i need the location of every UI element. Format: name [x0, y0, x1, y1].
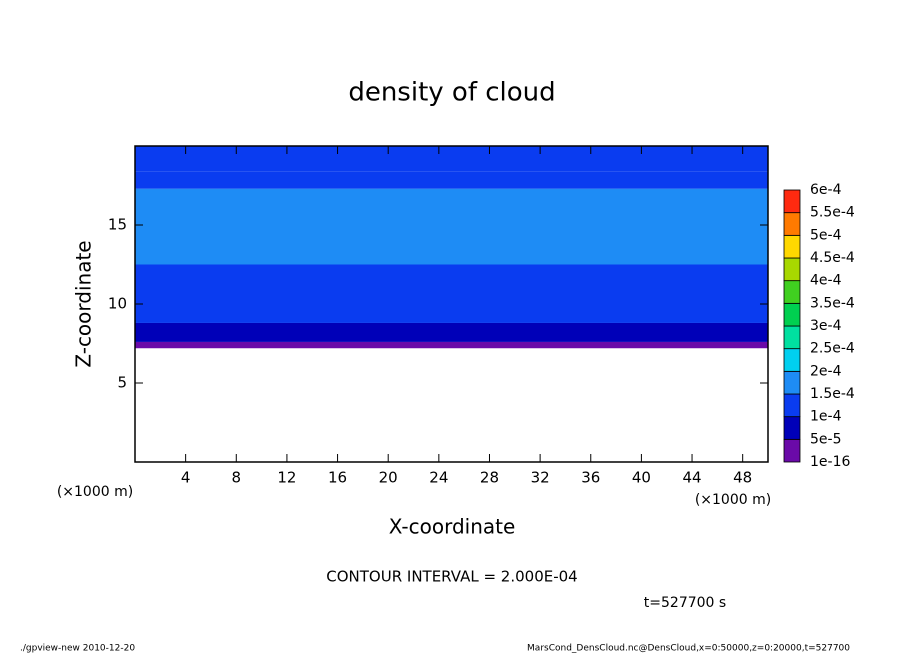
x-tick-label: 16: [328, 469, 347, 487]
contour-band: [135, 264, 768, 304]
x-tick-label: 44: [682, 469, 701, 487]
y-tick-label: 5: [117, 374, 127, 392]
x-tick-label: 24: [429, 469, 448, 487]
footer-left: ./gpview-new 2010-12-20: [20, 644, 135, 654]
colorbar-label: 4.5e-4: [810, 250, 855, 266]
colorbar-label: 5e-4: [810, 227, 842, 243]
colorbar-label: 5.5e-4: [810, 205, 855, 221]
x-tick-label: 12: [277, 469, 296, 487]
colorbar-box: [783, 234, 801, 259]
colorbar-box: [783, 257, 801, 282]
x-axis-label: X-coordinate: [389, 515, 516, 539]
colorbar-box: [783, 393, 801, 418]
colorbar-box: [783, 370, 801, 395]
colorbar-label: 3.5e-4: [810, 295, 855, 311]
x-tick-label: 8: [232, 469, 242, 487]
contour-band: [135, 146, 768, 172]
y-tick-label: 10: [108, 295, 127, 313]
colorbar-label: 1e-4: [810, 409, 842, 425]
colorbar-label: 3e-4: [810, 318, 842, 334]
colorbar-label: 5e-5: [810, 431, 841, 447]
colorbar-box: [783, 438, 801, 463]
colorbar-label: 1.5e-4: [810, 386, 855, 402]
x-unit-label: (×1000 m): [695, 492, 771, 508]
colorbar-label: 4e-4: [810, 273, 842, 289]
time-label: t=527700 s: [644, 595, 726, 611]
contour-band: [135, 171, 768, 189]
colorbar-box: [783, 280, 801, 304]
contour-band: [135, 188, 768, 265]
contour-band: [135, 304, 768, 323]
x-unit-label: (×1000 m): [57, 484, 133, 500]
x-tick-label: 48: [733, 469, 752, 487]
x-tick-label: 32: [531, 469, 550, 487]
y-axis-label: Z-coordinate: [72, 240, 96, 367]
footer-right: MarsCond_DensCloud.nc@DensCloud,x=0:5000…: [527, 644, 850, 654]
colorbar-label: 2e-4: [810, 363, 842, 379]
colorbar-box: [783, 416, 801, 440]
x-tick-label: 20: [379, 469, 398, 487]
contour-band: [135, 322, 768, 342]
chart-title: density of cloud: [348, 78, 555, 108]
y-tick-label: 15: [108, 216, 127, 234]
colorbar-box: [783, 189, 801, 214]
x-tick-label: 36: [581, 469, 600, 487]
colorbar-label: 6e-4: [810, 182, 842, 198]
colorbar-box: [783, 302, 801, 327]
x-tick-label: 28: [480, 469, 499, 487]
contour-band: [135, 341, 768, 349]
colorbar-box: [783, 212, 801, 236]
x-tick-label: 40: [632, 469, 651, 487]
x-tick-label: 4: [181, 469, 191, 487]
colorbar-label: 2.5e-4: [810, 341, 855, 357]
colorbar-box: [783, 348, 801, 372]
colorbar-label: 1e-16: [810, 454, 850, 470]
colorbar-box: [783, 325, 801, 350]
contour-interval: CONTOUR INTERVAL = 2.000E-04: [326, 568, 577, 586]
